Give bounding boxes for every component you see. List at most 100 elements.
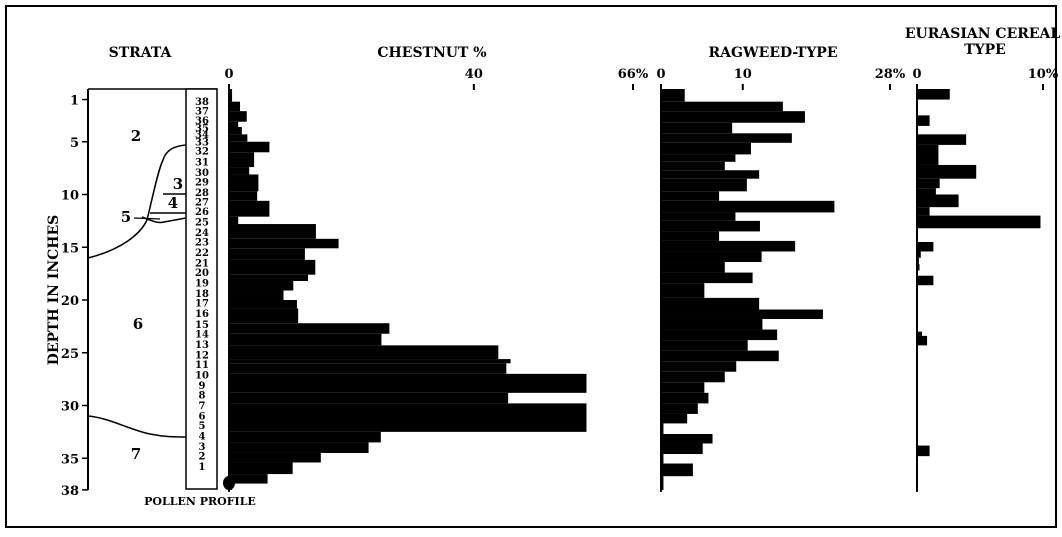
pollen-bar (229, 323, 390, 334)
pollen-bar (661, 371, 725, 383)
depth-tick-label: 35 (61, 452, 79, 467)
pollen-bar (229, 281, 294, 291)
sample-number-label: 26 (195, 207, 209, 218)
sample-number-label: 27 (195, 197, 209, 208)
pollen-bar (229, 290, 284, 300)
pollen-bar (229, 345, 499, 360)
pollen-bar (229, 474, 268, 484)
pollen-bar (229, 300, 297, 309)
sample-number-label: 9 (199, 381, 206, 392)
pollen-bar (661, 191, 720, 201)
sample-number-label: 17 (195, 299, 209, 310)
pollen-bar (661, 340, 748, 351)
pollen-bar (661, 361, 737, 372)
sample-number-label: 32 (195, 147, 209, 158)
pollen-bar (229, 89, 233, 102)
sample-number-label: 6 (199, 412, 206, 423)
sample-number-label: 10 (195, 370, 209, 381)
pollen-bar (661, 382, 705, 393)
pollen-bar (917, 445, 930, 457)
pollen-bar (661, 154, 736, 162)
pollen-bar (661, 142, 751, 155)
pollen-bar (661, 101, 783, 112)
ragweed-header: RAGWEED-TYPE (708, 45, 837, 61)
pollen-bar (917, 251, 921, 258)
pollen-bar (917, 194, 959, 208)
sample-number-label: 20 (195, 268, 209, 279)
pollen-bar (661, 272, 753, 284)
strata-boundary-upper (87, 144, 187, 259)
sample-number-label: 38 (195, 97, 209, 108)
pollen-bar (229, 216, 239, 225)
pollen-bar (661, 170, 760, 179)
depth-tick-label: 38 (61, 484, 79, 499)
pollen-bar (661, 262, 725, 273)
strata-arrow (133, 217, 161, 220)
sample-number-label: 2 (199, 452, 206, 463)
chestnut-panel: 0 40 66% (224, 67, 649, 492)
pollen-bar (661, 89, 685, 102)
pollen-bar (917, 89, 950, 100)
sample-number-label: 4 (199, 432, 206, 443)
chestnut-header: CHESTNUT % (377, 45, 486, 61)
stratum-label-6: 6 (133, 315, 143, 333)
strata-boundary-5 (141, 216, 187, 224)
depth-tick-label: 25 (61, 347, 79, 362)
pollen-bar (661, 251, 762, 263)
pollen-bar (229, 111, 247, 122)
pollen-bar (917, 188, 936, 195)
sample-number-label: 3 (199, 442, 206, 453)
pollen-bar (661, 392, 709, 404)
pollen-bar (229, 200, 270, 217)
pollen-bar (661, 297, 760, 310)
pollen-bar (229, 126, 242, 135)
pollen-bar (661, 309, 823, 319)
chart-border (5, 5, 1057, 528)
pollen-bar (229, 152, 255, 168)
pollen-bar (661, 178, 747, 192)
pollen-bar (661, 220, 760, 232)
pollen-bar (229, 333, 382, 346)
pollen-bar (661, 454, 664, 464)
pollen-bar (229, 431, 381, 443)
pollen-bar (229, 392, 509, 404)
pollen-bar (661, 212, 736, 221)
scale-tick-label: 0 (656, 67, 665, 82)
scale-tick-label: 10% (1028, 67, 1059, 82)
pollen-bar (917, 241, 934, 252)
pollen-bar (661, 133, 792, 143)
sample-number-label: 36 (195, 116, 209, 127)
sample-number-label: 33 (195, 137, 209, 148)
pollen-bar (661, 413, 688, 424)
sample-number-label: 35 (195, 124, 209, 135)
sample-number-label: 16 (195, 309, 209, 320)
stratum-label-2: 2 (131, 127, 141, 145)
pollen-bar (661, 423, 664, 434)
sample-number-label: 28 (195, 188, 209, 199)
pollen-bar (229, 442, 369, 453)
pollen-bar (661, 329, 778, 341)
pollen-bar (229, 101, 241, 112)
pollen-bar (229, 359, 511, 364)
pollen-bar (661, 200, 835, 213)
pollen-bar (661, 433, 713, 444)
pollen-bar (661, 463, 693, 477)
pollen-bar (917, 164, 977, 179)
pollen-bar (229, 224, 316, 239)
sample-number-label: 22 (195, 248, 209, 259)
pollen-bar (917, 275, 934, 286)
pollen-bar (229, 308, 299, 324)
strata-header: STRATA (109, 45, 173, 61)
pollen-bar (917, 144, 939, 165)
pollen-bar (917, 331, 923, 336)
sample-number-label: 1 (199, 462, 206, 473)
pollen-bar (229, 373, 587, 393)
sample-number-label: 37 (195, 107, 209, 118)
sample-number-label: 18 (195, 289, 209, 300)
scale-tick-label: 28% (875, 67, 906, 82)
depth-axis-label: DEPTH IN INCHES (46, 215, 62, 366)
cereal-panel: 0 10% (912, 67, 1059, 492)
pollen-bar (229, 248, 305, 260)
pollen-bar (661, 231, 720, 241)
